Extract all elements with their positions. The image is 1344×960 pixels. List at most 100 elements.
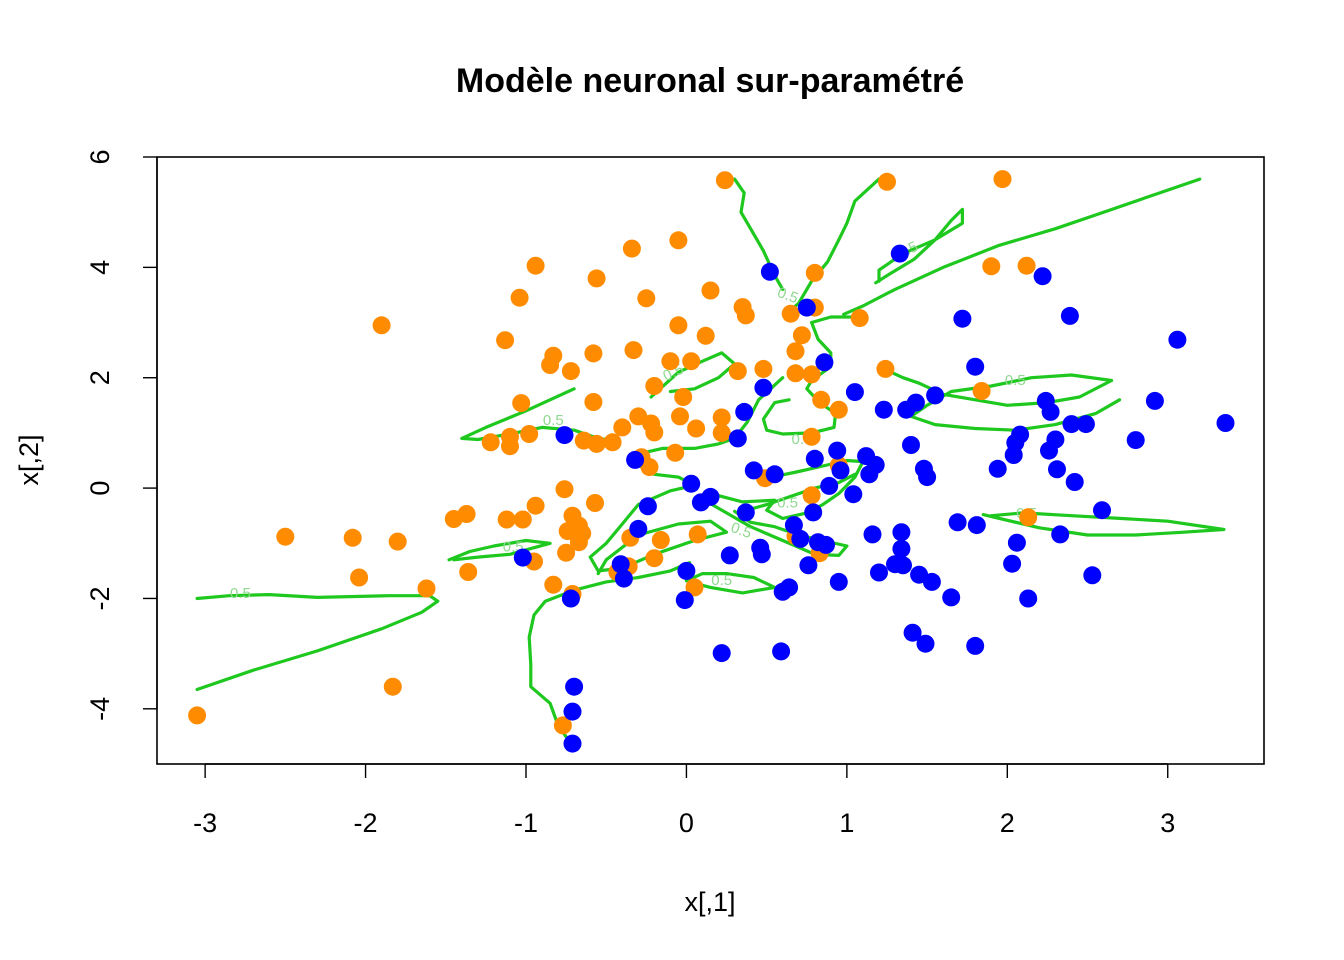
data-point-blue <box>752 545 771 564</box>
data-point-blue <box>942 588 961 607</box>
y-tick-label: -2 <box>85 586 115 610</box>
data-point-orange <box>555 480 574 499</box>
data-point-orange <box>829 400 848 419</box>
data-point-blue <box>804 503 823 522</box>
data-point-orange <box>781 304 800 323</box>
data-points <box>188 170 1235 753</box>
data-point-blue <box>863 525 882 544</box>
data-point-blue <box>845 383 864 402</box>
data-point-orange <box>685 578 704 597</box>
data-point-blue <box>820 476 839 495</box>
y-tick-label: 6 <box>85 149 115 164</box>
data-point-orange <box>624 341 643 360</box>
x-tick-label: -3 <box>193 808 217 838</box>
data-point-blue <box>611 555 630 574</box>
data-point-orange <box>805 263 824 282</box>
x-tick-label: 0 <box>679 808 694 838</box>
data-point-blue <box>744 461 763 480</box>
data-point-orange <box>661 352 680 371</box>
data-point-blue <box>948 513 967 532</box>
data-point-blue <box>772 642 791 661</box>
data-point-blue <box>902 436 920 454</box>
data-point-blue <box>805 449 824 468</box>
data-point-blue <box>720 546 739 565</box>
data-point-orange <box>1019 508 1038 527</box>
data-point-orange <box>586 494 604 512</box>
data-point-blue <box>922 572 941 591</box>
data-point-blue <box>1093 501 1111 520</box>
data-point-orange <box>671 407 689 426</box>
data-point-orange <box>188 706 207 725</box>
data-point-orange <box>688 525 707 544</box>
data-point-blue <box>1083 566 1102 585</box>
y-tick-label: 4 <box>85 260 115 275</box>
data-point-blue <box>831 461 850 480</box>
data-point-orange <box>687 419 706 438</box>
contour-level-label: 0.5 <box>775 284 800 307</box>
data-point-orange <box>496 331 515 350</box>
data-point-blue <box>1126 431 1145 450</box>
contour-level-label: 0.5 <box>728 519 753 542</box>
data-point-orange <box>526 496 545 515</box>
data-point-orange <box>587 269 606 288</box>
data-point-orange <box>754 359 773 378</box>
y-tick-label: -4 <box>85 697 115 721</box>
data-point-orange <box>544 575 563 594</box>
data-point-blue <box>1062 415 1081 434</box>
data-point-blue <box>626 450 645 469</box>
data-point-orange <box>603 433 622 452</box>
data-point-orange <box>512 394 531 413</box>
contour-level-label: 0.5 <box>543 412 564 429</box>
decision-boundary-curve <box>527 561 692 746</box>
data-point-orange <box>972 382 991 400</box>
decision-boundary-curve <box>842 177 1202 316</box>
data-point-orange <box>561 362 580 381</box>
data-point-blue <box>870 563 888 582</box>
data-point-orange <box>696 326 715 345</box>
data-point-blue <box>1168 330 1187 349</box>
data-point-orange <box>876 359 895 378</box>
data-point-orange <box>786 342 805 361</box>
data-point-orange <box>383 677 402 696</box>
data-point-orange <box>613 418 632 437</box>
data-point-orange <box>674 388 693 406</box>
data-point-blue <box>953 309 972 328</box>
decision-boundary-curve <box>877 365 1122 432</box>
data-point-blue <box>736 503 755 522</box>
data-point-orange <box>417 579 436 598</box>
data-point-orange <box>993 170 1012 189</box>
data-point-blue <box>513 548 532 567</box>
decision-boundary-curve <box>981 511 1226 537</box>
data-point-blue <box>967 516 986 535</box>
data-point-orange <box>513 510 532 529</box>
data-point-orange <box>372 316 391 335</box>
y-tick-label: 2 <box>85 370 115 385</box>
data-point-orange <box>584 344 603 363</box>
data-point-orange <box>1017 256 1036 275</box>
data-point-blue <box>773 582 792 601</box>
data-point-orange <box>786 364 805 383</box>
data-point-orange <box>802 427 821 446</box>
x-tick-label: 1 <box>839 808 854 838</box>
data-point-orange <box>501 437 519 456</box>
data-point-blue <box>966 357 985 376</box>
data-point-orange <box>728 362 747 381</box>
data-point-orange <box>584 393 603 411</box>
data-point-orange <box>666 443 685 462</box>
data-point-blue <box>760 262 779 281</box>
data-point-orange <box>569 533 588 552</box>
data-point-blue <box>1040 441 1058 460</box>
decision-boundary-curve <box>787 177 881 314</box>
data-point-blue <box>988 459 1007 478</box>
data-point-orange <box>640 458 659 477</box>
data-point-blue <box>894 556 912 575</box>
data-point-blue <box>916 634 935 653</box>
data-point-blue <box>1065 473 1084 491</box>
data-point-blue <box>675 591 694 610</box>
data-point-orange <box>669 231 688 250</box>
data-point-orange <box>701 281 720 300</box>
data-point-blue <box>735 402 754 421</box>
data-point-blue <box>1004 446 1023 464</box>
decision-boundary-curve <box>447 538 552 562</box>
